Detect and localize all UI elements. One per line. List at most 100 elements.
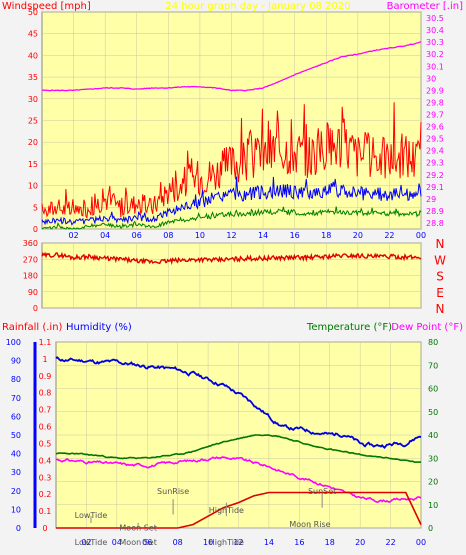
annotation-label: SunRise (157, 487, 189, 496)
y-tick-label: 25 (28, 117, 38, 126)
temp-humidity-series (55, 356, 422, 529)
annotation-label: Moon Rise (289, 520, 330, 529)
rain-tick-label: 0.5 (39, 439, 52, 448)
y2-tick-label: 30 (426, 74, 436, 83)
wind-baro-series (41, 41, 422, 230)
x-tick-label: 12 (233, 538, 243, 547)
annotation-bottom-label: LowTide (75, 538, 108, 547)
y2-tick-label: 40 (428, 431, 438, 440)
y2-tick-label: 29.7 (426, 110, 444, 119)
humidity-tick-label: 60 (11, 412, 21, 421)
barometer-line (41, 41, 422, 92)
y-tick-label: 40 (28, 51, 38, 60)
x-tick-label: 02 (81, 538, 91, 547)
y2-tick-label: 20 (428, 478, 438, 487)
y2-tick-label: 29.6 (426, 123, 444, 132)
y-tick-label: 0 (33, 225, 38, 234)
y2-tick-label: 70 (428, 361, 438, 370)
y2-tick-label: 30.2 (426, 50, 444, 59)
compass-label: N (436, 302, 445, 316)
windspeed-average-line (41, 176, 422, 226)
y-tick-label: 35 (28, 73, 38, 82)
x-tick-label: 08 (163, 231, 173, 240)
windspeed-axis-label: Windspeed [mph] (2, 1, 91, 12)
x-tick-label: 20 (353, 231, 363, 240)
barometer-y-ticks: 28.8 28.9 29 29.1 29.2 29.3 29.4 29.5 29.6 29.7 29… (426, 14, 444, 228)
annotation-label: Moon Set (119, 524, 156, 533)
rainfall-axis-label: Rainfall (.in) (2, 322, 63, 333)
y-tick-label: 45 (28, 30, 38, 39)
y2-tick-label: 29.5 (426, 135, 444, 144)
annotation-label: HighTide (209, 506, 244, 515)
x-tick-label: 06 (132, 231, 142, 240)
y2-tick-label: 30.5 (426, 14, 444, 23)
y2-tick-label: 10 (428, 501, 438, 510)
rainfall-line (56, 491, 422, 529)
x-tick-label: 16 (294, 538, 304, 547)
compass-label: S (436, 270, 444, 284)
temperature-axis-label: Temperature (°F) (306, 322, 392, 333)
y-tick-label: 30 (28, 95, 38, 104)
x-tick-label: 10 (195, 231, 205, 240)
y2-tick-label: 30.1 (426, 62, 444, 71)
humidity-axis-label: Humidity (%) (66, 322, 132, 333)
rain-tick-label: 1.1 (39, 338, 52, 347)
barometer-axis-label: Barometer [.in] (387, 1, 463, 12)
humidity-tick-label: 80 (11, 375, 21, 384)
y2-tick-label: 50 (428, 408, 438, 417)
y-tick-label: 15 (28, 160, 38, 169)
x-tick-label: 04 (112, 538, 122, 547)
temperature-line (55, 434, 422, 464)
x-tick-label: 14 (264, 538, 274, 547)
rain-tick-label: 1 (42, 355, 47, 364)
y2-tick-label: 29.3 (426, 159, 444, 168)
y2-tick-label: 29.1 (426, 183, 444, 192)
annotation-label: SunSet (308, 487, 336, 496)
direction-series (41, 251, 422, 266)
x-tick-label: 20 (355, 538, 365, 547)
y2-tick-label: 29.4 (426, 147, 444, 156)
y2-tick-label: 29.2 (426, 171, 444, 180)
annotation-bottom-label: Moon Set (119, 538, 156, 547)
humidity-tick-label: 20 (11, 487, 21, 496)
y-tick-label: 270 (23, 255, 38, 264)
humidity-tick-label: 50 (11, 431, 21, 440)
x-tick-label: 06 (142, 538, 152, 547)
y2-tick-label: 29 (426, 195, 436, 204)
x-tick-label: 04 (100, 231, 110, 240)
y2-tick-label: 29.9 (426, 86, 444, 95)
rain-tick-label: 0.3 (39, 473, 52, 482)
y2-tick-label: 29.8 (426, 98, 444, 107)
y2-tick-label: 30.3 (426, 38, 444, 47)
y-tick-label: 360 (23, 239, 38, 248)
x-tick-label: 18 (321, 231, 331, 240)
y2-tick-label: 80 (428, 338, 438, 347)
windspeed-y-ticks: 0 5 10 15 20 25 30 35 40 45 50 (28, 8, 38, 234)
rain-tick-label: 0.8 (39, 389, 52, 398)
x-tick-label: 22 (385, 538, 395, 547)
x-tick-label: 00 (416, 231, 426, 240)
y2-tick-label: 28.8 (426, 219, 444, 228)
humidity-tick-label: 90 (11, 357, 21, 366)
compass-label: W (434, 253, 446, 267)
y-tick-label: 0 (33, 304, 38, 313)
dewpoint-axis-label: Dew Point (°F) (391, 322, 463, 333)
temp-x-ticks: 02 04 06 08 10 12 14 16 18 20 22 00 (81, 538, 426, 547)
dewpoint-line (55, 456, 422, 504)
windspeed-gust-line (41, 102, 422, 220)
humidity-line (55, 356, 422, 450)
graph-title: 24 hour graph day - January 08 2020 (165, 1, 350, 12)
rain-tick-label: 0 (42, 524, 47, 533)
direction-y-ticks: 0 90 180 270 360 (23, 239, 38, 313)
wind-x-ticks: 02 04 06 08 10 12 14 16 18 20 22 00 (68, 231, 426, 240)
rainfall-y-ticks: 0 0.1 0.2 0.3 0.4 0.5 0.6 0.7 0.8 0.9 1 1.1 (39, 338, 52, 533)
x-tick-label: 08 (173, 538, 183, 547)
rain-tick-label: 0.1 (39, 507, 52, 516)
rain-tick-label: 0.4 (39, 456, 52, 465)
y2-tick-label: 0 (428, 524, 433, 533)
x-tick-label: 16 (290, 231, 300, 240)
humidity-tick-label: 30 (11, 468, 21, 477)
annotation-bottom-label: HighTide (209, 538, 244, 547)
wind-direction-line (41, 251, 422, 266)
